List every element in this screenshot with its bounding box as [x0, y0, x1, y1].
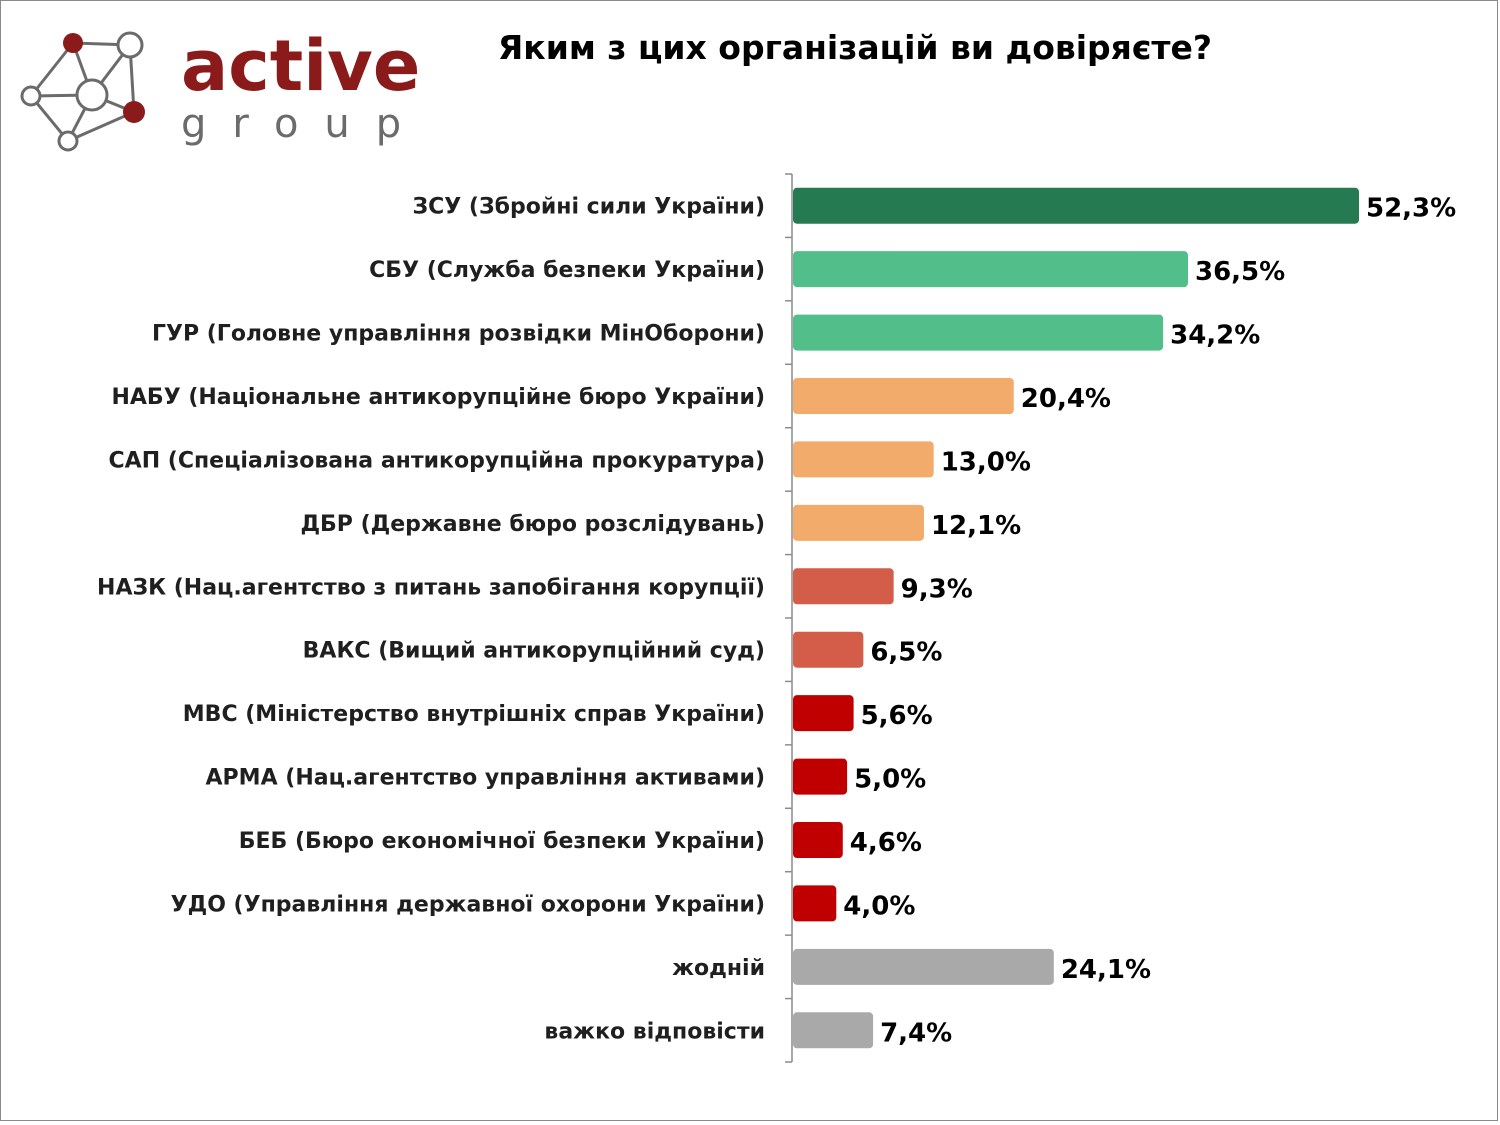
bar — [793, 504, 924, 541]
value-label: 5,6% — [861, 701, 933, 731]
bar — [793, 568, 894, 605]
category-label: САП (Спеціалізована антикорупційна проку… — [109, 448, 765, 473]
value-label: 9,3% — [901, 574, 973, 604]
bar — [793, 187, 1359, 224]
value-label: 24,1% — [1061, 955, 1151, 985]
bar — [793, 251, 1189, 288]
category-label: СБУ (Служба безпеки України) — [369, 258, 765, 283]
value-label: 4,6% — [850, 828, 922, 858]
bar — [793, 1012, 874, 1049]
category-label: НАБУ (Національне антикорупційне бюро Ук… — [111, 385, 765, 410]
value-label: 36,5% — [1195, 257, 1285, 287]
category-label: ЗСУ (Збройні сили України) — [413, 195, 765, 220]
category-label: НАЗК (Нац.агентство з питань запобігання… — [97, 575, 765, 600]
logo-word-active: active — [181, 25, 418, 107]
bar — [793, 822, 843, 858]
bar — [793, 758, 848, 795]
bar — [793, 314, 1164, 351]
bar — [793, 695, 854, 732]
network-graph-icon — [20, 31, 145, 152]
bar — [793, 948, 1054, 985]
value-label: 4,0% — [843, 891, 915, 921]
category-label: ДБР (Державне бюро розслідувань) — [300, 512, 765, 537]
value-label: 12,1% — [931, 511, 1021, 541]
category-label: МВС (Міністерство внутрішніх справ Украї… — [183, 702, 765, 727]
bar — [793, 441, 934, 478]
bar — [793, 378, 1014, 414]
active-group-logo: active group — [20, 25, 418, 152]
bars-layer — [793, 187, 1359, 1049]
bar — [793, 885, 837, 922]
chart-title: Яким з цих організацій ви довіряєте? — [497, 28, 1213, 67]
value-label: 6,5% — [870, 638, 942, 668]
category-label: ГУР (Головне управління розвідки МінОбор… — [152, 322, 765, 347]
value-label: 34,2% — [1170, 321, 1260, 351]
value-label: 20,4% — [1021, 384, 1111, 414]
category-label: жодній — [672, 956, 765, 981]
value-label: 7,4% — [880, 1018, 952, 1048]
value-label: 13,0% — [941, 447, 1031, 477]
category-label: ВАКС (Вищий антикорупційний суд) — [303, 639, 765, 664]
labels-layer: ЗСУ (Збройні сили України) 52,3% СБУ (Служ… — [97, 194, 1456, 1049]
category-axis — [785, 173, 793, 1063]
value-label: 5,0% — [854, 765, 926, 795]
value-label: 52,3% — [1366, 194, 1456, 224]
logo-word-group: group — [181, 101, 418, 147]
category-label: БЕБ (Бюро економічної безпеки України) — [239, 829, 765, 854]
category-label: АРМА (Нац.агентство управління активами) — [206, 766, 765, 791]
bar — [793, 631, 864, 668]
category-label: важко відповісти — [544, 1019, 765, 1044]
category-label: УДО (Управління державної охорони Україн… — [171, 892, 765, 917]
